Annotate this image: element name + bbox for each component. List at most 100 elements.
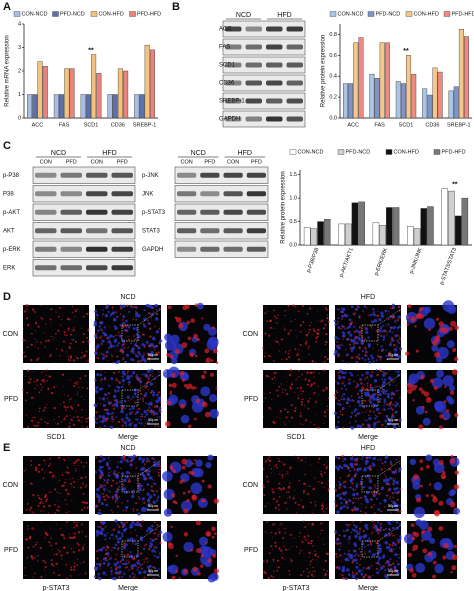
signal [118,471,120,474]
signal [374,486,376,488]
signal [302,398,304,401]
signal [412,399,415,402]
nucleus [144,373,148,377]
signal [81,352,83,354]
signal [111,354,113,356]
signal [128,338,130,341]
nucleus [379,526,383,529]
signal [158,486,160,488]
signal [336,538,339,541]
nucleus [387,407,390,410]
signal [370,327,372,329]
signal [384,372,387,375]
signal [314,570,316,572]
signal [345,401,347,403]
signal [61,473,64,476]
micrograph [23,370,89,428]
nucleus [349,371,352,374]
nucleus [384,425,387,428]
signal [74,340,77,343]
signal [147,389,149,391]
nucleus [126,500,129,503]
signal [32,545,35,548]
signal [393,534,395,537]
nucleus [355,577,358,581]
nucleus [368,486,372,490]
nucleus [338,403,342,406]
signal [427,526,433,532]
signal [96,317,99,320]
signal [337,322,339,325]
signal [264,505,267,508]
nucleus [150,524,154,528]
signal [340,465,342,467]
signal [298,376,300,378]
nucleus [109,313,113,316]
signal [158,328,161,330]
signal [37,421,40,424]
nucleus [379,329,382,333]
signal [309,560,312,563]
nucleus [145,529,149,532]
nucleus [387,393,390,396]
nucleus [140,422,143,425]
signal [364,351,368,354]
signal [107,399,109,401]
signal [37,463,41,467]
signal [99,474,102,477]
signal [279,524,281,526]
signal [328,574,329,576]
signal [126,561,128,563]
roi-link [137,304,168,326]
nucleus [159,415,161,418]
signal [116,316,119,318]
signal [42,505,46,508]
signal [107,304,109,306]
signal [100,369,102,371]
nucleus [387,376,392,380]
signal [70,482,73,485]
signal [43,332,45,334]
nucleus [392,326,396,330]
nucleus [129,551,132,554]
signal [159,488,162,491]
signal [378,548,379,550]
signal [66,522,68,524]
signal [116,499,118,501]
signal [314,554,317,557]
signal [313,376,315,378]
signal [136,520,139,523]
signal [289,558,291,560]
nucleus [116,344,119,347]
signal [36,424,39,427]
nucleus [135,332,139,336]
bar [427,206,434,246]
signal [129,304,132,307]
nucleus [423,317,436,330]
nucleus [334,323,337,326]
nucleus [335,455,337,458]
signal [104,400,106,403]
signal [276,322,279,324]
signal [323,577,325,579]
signal [398,352,400,354]
signal [351,508,354,512]
group-label: NCD [120,445,135,452]
signal [290,383,294,386]
signal [121,525,125,528]
nucleus [391,331,394,334]
signal [369,410,372,413]
nucleus [207,336,219,348]
signal [35,346,37,348]
signal [278,457,280,460]
bar [348,83,354,119]
nucleus [120,532,124,535]
nucleus [368,360,372,364]
signal [449,501,456,508]
nucleus [350,350,353,353]
signal [312,545,314,547]
signal [347,524,349,526]
signal [384,506,386,508]
signal [278,350,281,352]
signal [123,486,125,488]
